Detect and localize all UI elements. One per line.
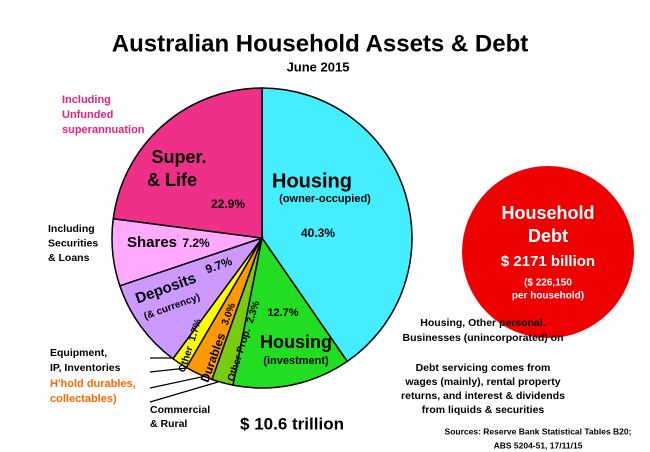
value-label: 12.7% <box>267 307 298 319</box>
annotation: Sources: Reserve Bank Statistical Tables… <box>445 426 632 436</box>
pie-slice <box>118 236 265 360</box>
annotation: ABS 5204-51, 17/11/15 <box>494 440 583 450</box>
pie-slice <box>261 87 413 363</box>
annotation: Securities <box>48 237 98 249</box>
annotation: $ 10.6 trillion <box>240 414 344 433</box>
value-label: 40.3% <box>301 226 335 240</box>
slice-sublabel: & Life <box>147 170 197 190</box>
slice-label: Housing <box>272 170 352 192</box>
slice-label: Super. <box>151 147 206 167</box>
annotation: $ 2171 billion <box>501 253 595 270</box>
annotation: ($ 226,150 <box>524 278 572 289</box>
annotation: collectables) <box>50 393 117 405</box>
chart-subtitle: June 2015 <box>287 59 350 74</box>
annotation: Businesses (unincorporated) on <box>402 332 563 344</box>
leader-line <box>149 381 219 403</box>
chart-title: Australian Household Assets & Debt <box>112 30 529 57</box>
annotation: Including <box>62 94 111 106</box>
pie <box>111 87 413 389</box>
annotation: Equipment, <box>50 347 107 359</box>
annotation: Including <box>48 223 95 235</box>
annotation: Unfunded <box>62 109 113 121</box>
value-label: 22.9% <box>211 197 245 211</box>
annotation: Household <box>502 203 595 223</box>
annotation: Debt <box>528 226 568 246</box>
annotation: Commercial <box>150 404 210 416</box>
annotation: per household) <box>512 291 584 302</box>
annotation: Debt servicing comes from <box>416 362 551 374</box>
slice-label: Shares <box>127 234 177 251</box>
annotation: & Rural <box>150 418 187 430</box>
annotation: & Loans <box>48 252 90 264</box>
slice-label: Housing <box>260 332 332 352</box>
pie-slice <box>112 87 263 239</box>
pie-slice <box>232 236 349 389</box>
slice-sublabel: (investment) <box>263 355 329 367</box>
value-label: 7.2% <box>182 236 210 250</box>
annotation: IP, Inventories <box>50 362 121 374</box>
leader-line <box>149 375 207 389</box>
debt-circle <box>462 166 634 338</box>
annotation: wages (mainly), rental property <box>404 376 560 388</box>
annotation: Housing, Other personal. <box>420 317 546 329</box>
annotation: superannuation <box>62 124 145 136</box>
annotation: returns, and interest & dividends <box>401 390 565 402</box>
annotation: H'hold durables, <box>50 378 136 390</box>
annotation: from liquids & securities <box>422 404 545 416</box>
slice-sublabel: (owner-occupied) <box>279 193 371 205</box>
